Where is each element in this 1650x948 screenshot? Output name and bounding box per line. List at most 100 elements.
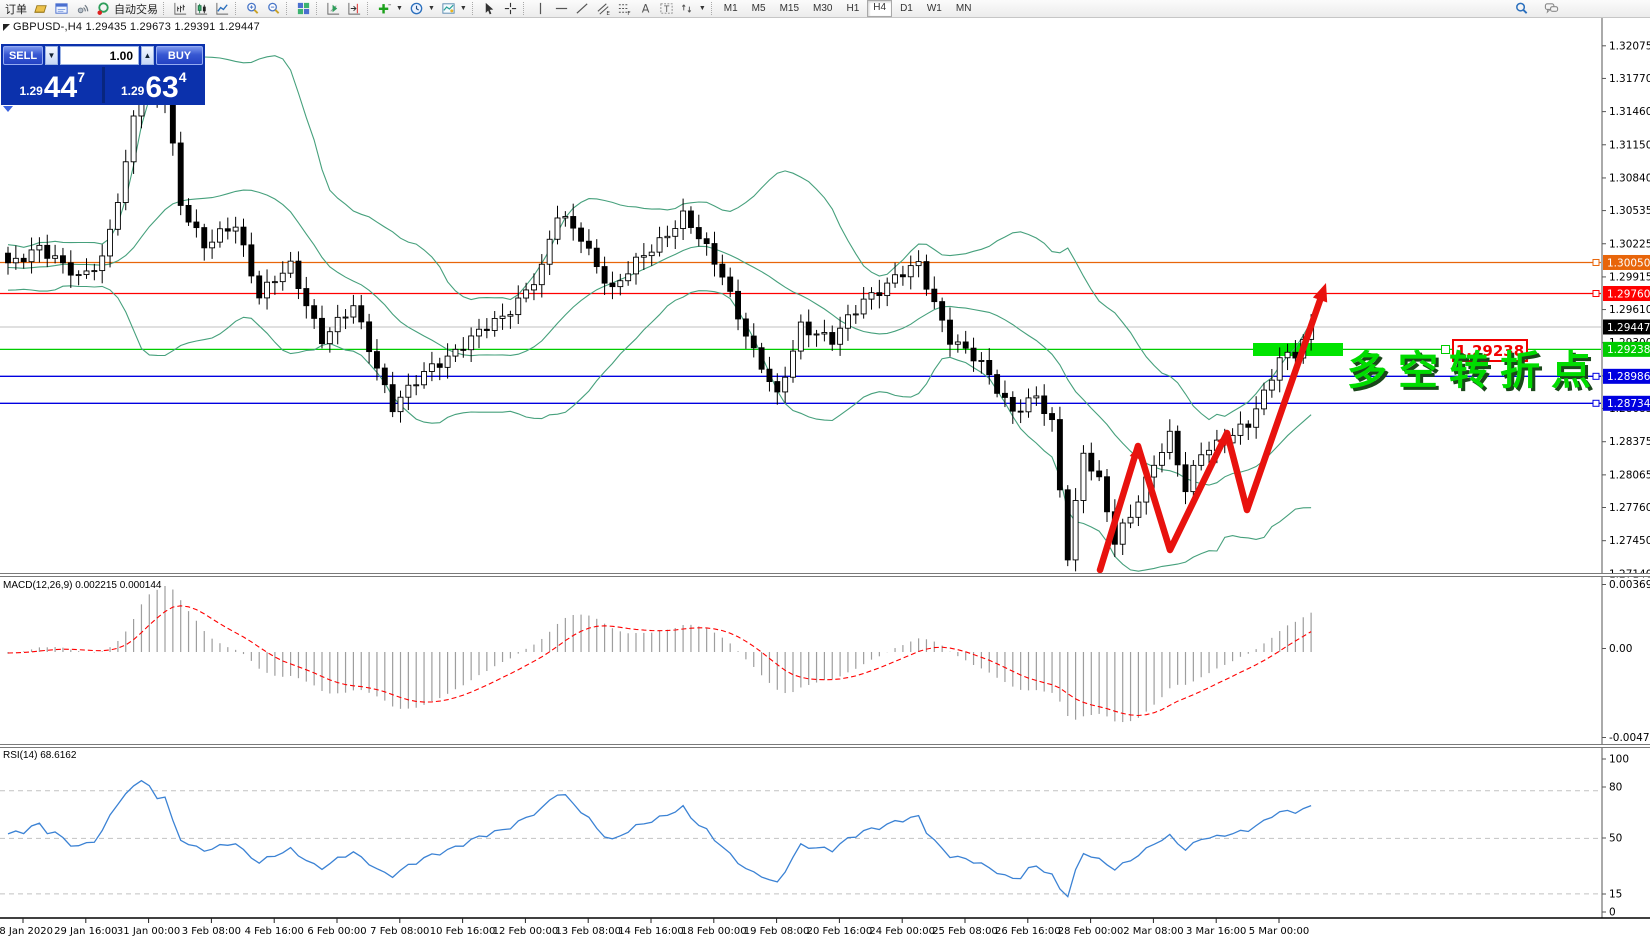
- timeframe-button-M15[interactable]: M15: [779, 3, 800, 14]
- time-tick-label: 5 Mar 00:00: [1249, 926, 1309, 937]
- volume-increase-button[interactable]: ▲: [141, 46, 154, 65]
- candle-bull: [978, 359, 985, 362]
- toolbar: 订单 自动交易 ▼ ▼: [0, 0, 1650, 18]
- volume-decrease-button[interactable]: ▼: [45, 46, 58, 65]
- new-order-label: 订单: [5, 3, 27, 16]
- cursor-tool-icon[interactable]: [479, 1, 500, 17]
- candle-bear: [240, 226, 247, 246]
- buy-button[interactable]: BUY: [156, 46, 203, 65]
- time-tick-label: 28 Jan 2020: [0, 926, 53, 937]
- candle-bull: [452, 348, 459, 357]
- candle-bear: [727, 276, 734, 292]
- hline-end-handle[interactable]: [1592, 290, 1600, 298]
- sell-price[interactable]: 1.29 44 7: [3, 67, 102, 103]
- hline-end-handle[interactable]: [1592, 372, 1600, 380]
- horizontal-line-tool-icon[interactable]: [551, 1, 572, 17]
- signals-icon[interactable]: [72, 1, 93, 17]
- price-tick-label: 1.31770: [1609, 73, 1650, 85]
- new-order-button[interactable]: 订单: [2, 1, 30, 17]
- candle-bear: [201, 227, 208, 249]
- candle-bull: [1261, 389, 1267, 410]
- candle-bear: [248, 244, 255, 277]
- market-watch-icon[interactable]: [51, 1, 72, 17]
- time-tick-label: 24 Feb 00:00: [869, 926, 935, 937]
- autotrading-button[interactable]: 自动交易: [93, 1, 161, 17]
- candle-bull: [122, 161, 129, 203]
- templates-button[interactable]: ▼: [438, 1, 470, 17]
- text-tool-icon[interactable]: A: [635, 1, 656, 17]
- timeframe-button-H1[interactable]: H1: [846, 3, 860, 14]
- candle-bull: [271, 281, 278, 284]
- equidistant-channel-tool-icon[interactable]: E: [593, 1, 614, 17]
- volume-input[interactable]: [60, 46, 139, 65]
- timeframe-button-M1[interactable]: M1: [723, 3, 738, 14]
- candle-bull: [334, 316, 341, 333]
- hline-handle[interactable]: [1441, 345, 1450, 354]
- timeframe-button-W1[interactable]: W1: [926, 3, 942, 14]
- candlestick-chart-type-icon[interactable]: [191, 1, 212, 17]
- timeframe-button-H4[interactable]: H4: [867, 0, 893, 17]
- auto-scroll-icon[interactable]: [323, 1, 344, 17]
- macd-signal-line: [7, 605, 1312, 717]
- fibonacci-tool-icon[interactable]: F: [614, 1, 635, 17]
- periods-button[interactable]: ▼: [406, 1, 438, 17]
- candle-bull: [99, 255, 106, 272]
- hline-end-handle[interactable]: [1592, 258, 1600, 266]
- candle-bull: [954, 341, 961, 345]
- bollinger-bands-layer: [7, 55, 1312, 572]
- vertical-line-tool-icon[interactable]: [530, 1, 551, 17]
- price-tag-label: 1.28986: [1607, 371, 1650, 383]
- chat-icon[interactable]: [1541, 1, 1562, 17]
- candle-bear: [1002, 392, 1008, 398]
- bar-chart-type-icon[interactable]: [170, 1, 191, 17]
- zoom-out-icon[interactable]: [263, 1, 284, 17]
- svg-text:F: F: [627, 11, 630, 16]
- trendline-tool-icon[interactable]: [572, 1, 593, 17]
- hline-end-handle[interactable]: [1592, 399, 1600, 407]
- candle-bull: [546, 238, 553, 265]
- profiles-icon[interactable]: [30, 1, 51, 17]
- candle-bear: [601, 266, 608, 284]
- time-tick-label: 20 Feb 16:00: [807, 926, 873, 937]
- time-tick-label: 29 Jan 16:00: [54, 926, 117, 937]
- candle-bear: [750, 335, 757, 349]
- candle-bear: [295, 260, 302, 290]
- chart-shift-icon[interactable]: [344, 1, 365, 17]
- sell-button[interactable]: SELL: [3, 46, 43, 65]
- highlight-zone-rect[interactable]: [1253, 343, 1343, 356]
- candle-bear: [193, 221, 200, 229]
- text-label-tool-icon[interactable]: T: [656, 1, 677, 17]
- price-tick-label: 1.30535: [1609, 205, 1650, 217]
- price-tag-label: 1.29447: [1607, 322, 1650, 334]
- line-chart-type-icon[interactable]: [212, 1, 233, 17]
- candle-bull: [837, 327, 844, 345]
- arrows-tool-icon[interactable]: ▼: [677, 1, 709, 17]
- rsi-axis-label: 80: [1609, 782, 1622, 794]
- candle-bull: [397, 396, 404, 413]
- tile-windows-icon[interactable]: [293, 1, 314, 17]
- price-annotation-box[interactable]: 1.29238: [1452, 339, 1528, 362]
- trend-arrow-line[interactable]: [1096, 296, 1324, 574]
- candle-bull: [476, 328, 482, 337]
- candle-bull: [617, 280, 624, 288]
- candle-bull: [36, 244, 43, 251]
- candle-bull: [421, 371, 427, 386]
- timeframe-button-MN[interactable]: MN: [955, 3, 972, 14]
- timeframe-button-M30[interactable]: M30: [813, 3, 833, 14]
- timeframe-button-D1[interactable]: D1: [900, 3, 913, 14]
- add-indicator-button[interactable]: ▼: [374, 1, 406, 17]
- panel-collapse-icon[interactable]: [3, 106, 13, 112]
- candle-bull: [83, 270, 90, 276]
- zoom-in-icon[interactable]: [242, 1, 263, 17]
- turning-point-annotation[interactable]: 多空转折点: [1347, 348, 1602, 394]
- candle-bear: [711, 243, 718, 265]
- symbol-search-icon[interactable]: [1511, 1, 1532, 17]
- price-tag: [1603, 341, 1650, 357]
- candle-bear: [67, 262, 74, 276]
- price-tick-label: 1.28375: [1609, 436, 1650, 448]
- crosshair-tool-icon[interactable]: [500, 1, 521, 17]
- buy-price[interactable]: 1.29 63 4: [105, 67, 204, 103]
- timeframe-button-M5[interactable]: M5: [751, 3, 766, 14]
